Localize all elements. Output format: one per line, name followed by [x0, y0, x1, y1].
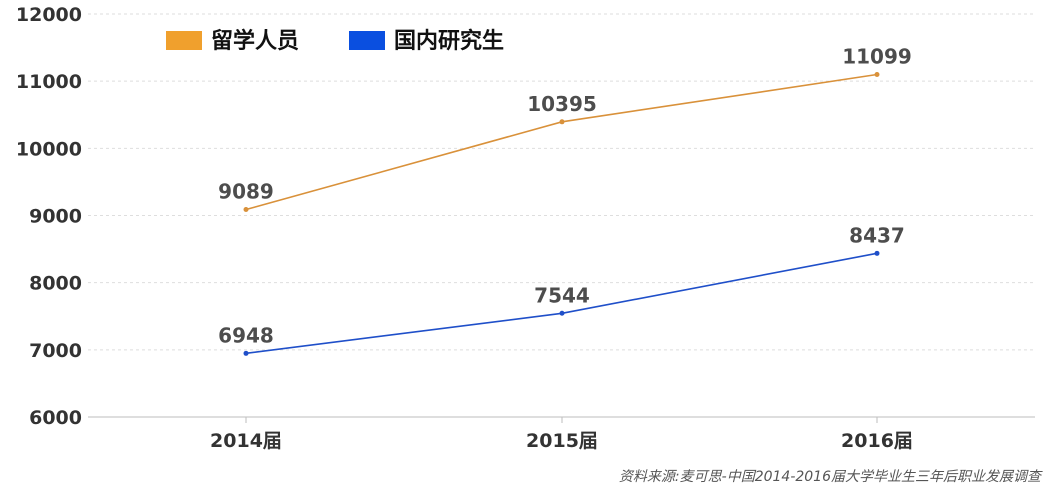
- y-tick-label: 9000: [29, 206, 82, 228]
- data-point: [559, 310, 565, 316]
- x-tick-label: 2015届: [526, 430, 598, 452]
- data-label: 6948: [218, 323, 274, 347]
- y-tick-label: 11000: [16, 71, 82, 93]
- series-1: 9089 10395 11099: [218, 45, 912, 213]
- gridlines: [88, 13, 1035, 351]
- series-2: 6948 7544 8437: [218, 223, 905, 356]
- legend-label: 留学人员: [211, 28, 299, 54]
- x-tick-label: 2014届: [210, 430, 282, 452]
- data-label: 8437: [849, 223, 905, 247]
- y-tick-label: 12000: [16, 4, 82, 26]
- data-label: 11099: [842, 45, 912, 69]
- y-tick-label: 7000: [29, 340, 82, 362]
- data-label: 7544: [534, 283, 590, 307]
- data-point: [874, 250, 880, 256]
- y-tick-label: 6000: [29, 407, 82, 429]
- data-point: [243, 350, 249, 356]
- legend-label: 国内研究生: [394, 28, 504, 54]
- x-tick-label: 2016届: [841, 430, 913, 452]
- data-label: 10395: [527, 92, 597, 116]
- y-tick-label: 10000: [16, 138, 82, 160]
- legend-swatch: [166, 31, 202, 50]
- legend-swatch: [349, 31, 385, 50]
- legend: 留学人员 国内研究生: [166, 28, 504, 54]
- data-point: [874, 72, 880, 78]
- series: 9089 10395 11099 6948 7544 8437: [218, 45, 912, 356]
- data-point: [559, 119, 565, 125]
- data-label: 9089: [218, 180, 274, 204]
- data-point: [243, 207, 249, 213]
- source-note: 资料来源:麦可思-中国2014-2016届大学毕业生三年后职业发展调查: [618, 469, 1041, 485]
- y-axis: 6000 7000 8000 9000 10000 11000 12000: [16, 4, 82, 429]
- x-axis: 2014届 2015届 2016届: [88, 416, 1035, 452]
- y-tick-label: 8000: [29, 273, 82, 295]
